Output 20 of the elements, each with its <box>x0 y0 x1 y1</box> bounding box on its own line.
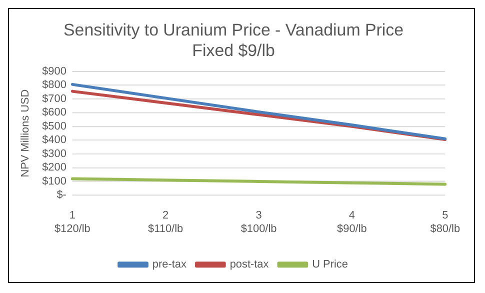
x-tick-label: 3 $100/lb <box>240 210 277 235</box>
y-tick-label: $300 <box>42 148 66 160</box>
y-tick-label: $600 <box>42 106 66 119</box>
legend-label: post-tax <box>230 258 270 271</box>
y-tick-label: $- <box>56 189 67 202</box>
y-tick-label: $200 <box>42 162 66 174</box>
y-tick-label: $500 <box>42 120 66 132</box>
y-tick-label: $100 <box>42 175 66 188</box>
chart-title: Sensitivity to Uranium Price - Vanadium Price Fixed $9/lb <box>64 20 404 60</box>
x-tick-label: 5 $80/lb <box>430 210 460 235</box>
legend-label: pre-tax <box>152 258 188 271</box>
y-tick-label: $900 <box>42 65 66 78</box>
y-tick-label: $700 <box>42 92 66 105</box>
y-tick-label: $800 <box>42 79 66 92</box>
x-tick-label: 1 $120/lb <box>54 210 90 235</box>
y-axis-title: NPV Millions USD <box>20 89 32 178</box>
x-tick-label: 4 $90/lb <box>337 210 367 235</box>
legend-label: U Price <box>312 258 348 271</box>
x-tick-label: 2 $110/lb <box>148 210 184 235</box>
y-tick-label: $400 <box>42 134 66 146</box>
